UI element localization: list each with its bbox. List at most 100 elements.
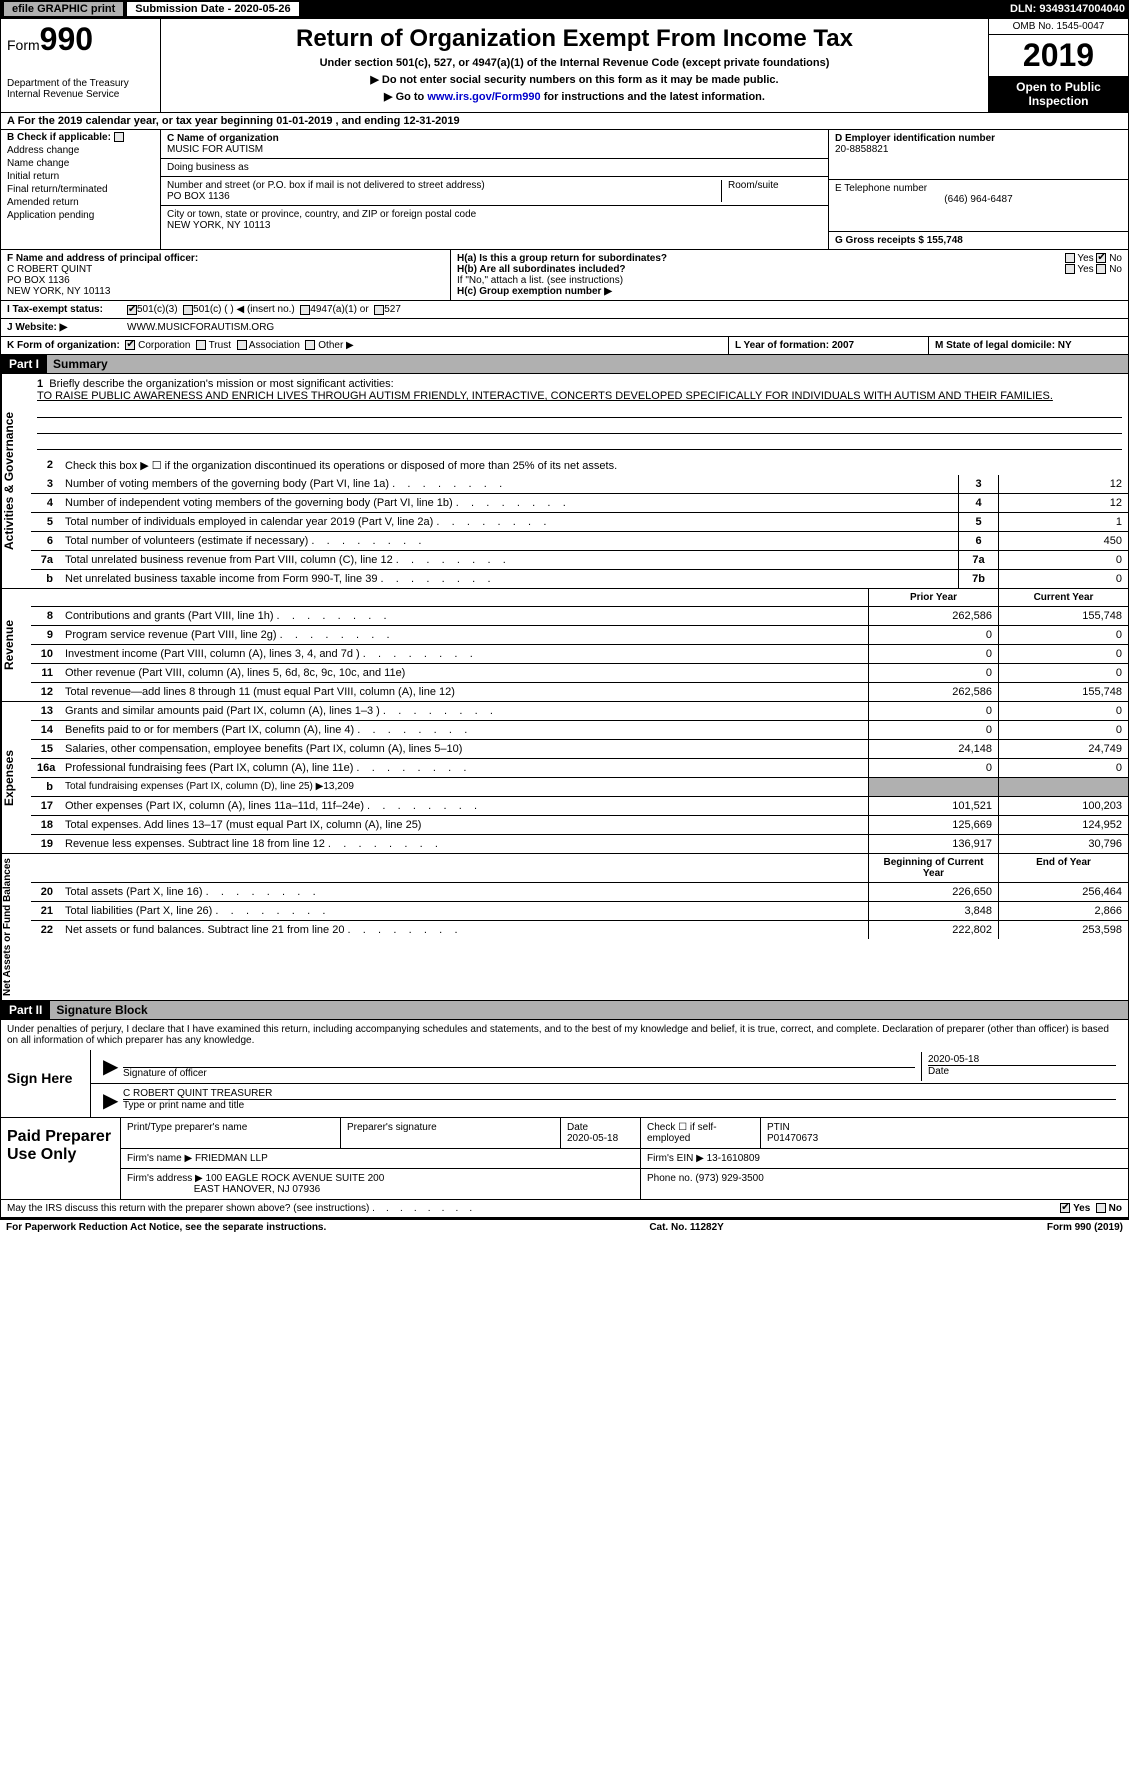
activities-governance: Activities & Governance 1 Briefly descri… xyxy=(0,374,1129,589)
officer-name-title: C ROBERT QUINT TREASURER xyxy=(123,1088,1116,1100)
preparer-right: Print/Type preparer's name Preparer's si… xyxy=(121,1118,1128,1199)
firm-addr: 100 EAGLE ROCK AVENUE SUITE 200 xyxy=(206,1173,385,1184)
form-title: Return of Organization Exempt From Incom… xyxy=(167,25,982,53)
val-5: 1 xyxy=(998,513,1128,531)
irs-link[interactable]: www.irs.gov/Form990 xyxy=(427,91,540,103)
final-return: Final return/terminated xyxy=(7,184,154,195)
addr-cell: Number and street (or P.O. box if mail i… xyxy=(161,177,828,206)
expenses-tab: Expenses xyxy=(1,702,31,853)
signature-block: Under penalties of perjury, I declare th… xyxy=(0,1020,1129,1118)
phone-cell: E Telephone number (646) 964-6487 xyxy=(829,180,1128,232)
checkbox[interactable] xyxy=(1096,264,1106,274)
part2-header: Part II Signature Block xyxy=(0,1001,1129,1020)
firm-phone: (973) 929-3500 xyxy=(695,1173,763,1184)
subtitle-3: ▶ Go to www.irs.gov/Form990 for instruct… xyxy=(167,90,982,103)
perjury-declaration: Under penalties of perjury, I declare th… xyxy=(1,1020,1128,1050)
officer-info: F Name and address of principal officer:… xyxy=(1,250,451,300)
h-questions: H(a) Is this a group return for subordin… xyxy=(451,250,1128,300)
part2-label: Part II xyxy=(1,1001,50,1019)
submission-date: Submission Date - 2020-05-26 xyxy=(127,2,298,16)
checkbox-corp[interactable] xyxy=(125,340,135,350)
gross-receipts: G Gross receipts $ 155,748 xyxy=(829,232,1128,249)
row-klm: K Form of organization: Corporation Trus… xyxy=(0,337,1129,355)
form-number: Form990 xyxy=(7,21,154,58)
checkbox-checked[interactable] xyxy=(1096,253,1106,263)
b-title: B Check if applicable: xyxy=(7,132,154,143)
column-b: B Check if applicable: Address change Na… xyxy=(1,130,161,249)
arrow-icon: ▶ xyxy=(97,1086,117,1115)
dba-cell: Doing business as xyxy=(161,159,828,177)
omb-number: OMB No. 1545-0047 xyxy=(989,19,1128,35)
l-year-formation: L Year of formation: 2007 xyxy=(728,337,928,354)
expenses-section: Expenses 13Grants and similar amounts pa… xyxy=(0,702,1129,854)
arrow-icon: ▶ xyxy=(97,1052,117,1081)
checkbox[interactable] xyxy=(237,340,247,350)
city-cell: City or town, state or province, country… xyxy=(161,206,828,234)
section-bcde: B Check if applicable: Address change Na… xyxy=(0,130,1129,250)
part1-title: Summary xyxy=(47,355,1128,373)
header-right: OMB No. 1545-0047 2019 Open to Public In… xyxy=(988,19,1128,112)
revenue-body: Prior YearCurrent Year 8Contributions an… xyxy=(31,589,1128,701)
h-b: H(b) Are all subordinates included? Yes … xyxy=(457,264,1122,275)
checkbox[interactable] xyxy=(183,305,193,315)
street-address: PO BOX 1136 xyxy=(167,191,721,202)
section-fh: F Name and address of principal officer:… xyxy=(0,250,1129,301)
checkbox-501c3[interactable] xyxy=(127,305,137,315)
row-a-year: A For the 2019 calendar year, or tax yea… xyxy=(0,113,1129,130)
sign-right: ▶ Signature of officer 2020-05-18 Date ▶… xyxy=(91,1050,1128,1117)
room-suite: Room/suite xyxy=(722,180,822,202)
may-irs-discuss: May the IRS discuss this return with the… xyxy=(0,1200,1129,1218)
cat-no: Cat. No. 11282Y xyxy=(649,1222,723,1233)
summary-body: 1 Briefly describe the organization's mi… xyxy=(31,374,1128,588)
checkbox[interactable] xyxy=(114,132,124,142)
h-a: H(a) Is this a group return for subordin… xyxy=(457,253,1122,264)
column-de: D Employer identification number 20-8858… xyxy=(828,130,1128,249)
efile-label: efile GRAPHIC print xyxy=(4,2,123,16)
checkbox-yes[interactable] xyxy=(1060,1203,1070,1213)
subtitle-1: Under section 501(c), 527, or 4947(a)(1)… xyxy=(167,57,982,69)
checkbox[interactable] xyxy=(374,305,384,315)
h-c: H(c) Group exemption number ▶ xyxy=(457,286,1122,297)
checkbox-no[interactable] xyxy=(1096,1203,1106,1213)
revenue-section: Revenue Prior YearCurrent Year 8Contribu… xyxy=(0,589,1129,702)
column-c: C Name of organization MUSIC FOR AUTISM … xyxy=(161,130,828,249)
sign-here-label: Sign Here xyxy=(1,1050,91,1117)
checkbox[interactable] xyxy=(300,305,310,315)
checkbox[interactable] xyxy=(305,340,315,350)
part1-label: Part I xyxy=(1,355,47,373)
val-7b: 0 xyxy=(998,570,1128,588)
ein: 20-8858821 xyxy=(835,144,1122,155)
subtitle-2: ▶ Do not enter social security numbers o… xyxy=(167,73,982,86)
activities-tab: Activities & Governance xyxy=(1,374,31,588)
row-i: I Tax-exempt status: 501(c)(3) 501(c) ( … xyxy=(0,301,1129,319)
h-b-note: If "No," attach a list. (see instruction… xyxy=(457,275,1122,286)
expenses-body: 13Grants and similar amounts paid (Part … xyxy=(31,702,1128,853)
officer-name: C ROBERT QUINT xyxy=(7,264,92,275)
m-state: M State of legal domicile: NY xyxy=(928,337,1128,354)
ein-cell: D Employer identification number 20-8858… xyxy=(829,130,1128,180)
part1-header: Part I Summary xyxy=(0,355,1129,374)
org-name-cell: C Name of organization MUSIC FOR AUTISM xyxy=(161,130,828,159)
row-j: J Website: ▶ WWW.MUSICFORAUTISM.ORG xyxy=(0,319,1129,337)
top-bar: efile GRAPHIC print Submission Date - 20… xyxy=(0,0,1129,18)
revenue-tab: Revenue xyxy=(1,589,31,701)
header-left: Form990 Department of the Treasury Inter… xyxy=(1,19,161,112)
city-state-zip: NEW YORK, NY 10113 xyxy=(167,220,822,231)
blank-line xyxy=(37,436,1122,450)
val-4: 12 xyxy=(998,494,1128,512)
form-header: Form990 Department of the Treasury Inter… xyxy=(0,18,1129,113)
app-pending: Application pending xyxy=(7,210,154,221)
k-form-org: K Form of organization: Corporation Trus… xyxy=(1,337,728,354)
checkbox[interactable] xyxy=(196,340,206,350)
netassets-body: Beginning of Current YearEnd of Year 20T… xyxy=(31,854,1128,1000)
val-7a: 0 xyxy=(998,551,1128,569)
checkbox[interactable] xyxy=(1065,264,1075,274)
initial-return: Initial return xyxy=(7,171,154,182)
blank-line xyxy=(37,420,1122,434)
open-to-public: Open to Public Inspection xyxy=(989,76,1128,112)
org-name: MUSIC FOR AUTISM xyxy=(167,144,822,155)
firm-ein: 13-1610809 xyxy=(707,1153,760,1164)
checkbox[interactable] xyxy=(1065,253,1075,263)
paid-preparer-block: Paid Preparer Use Only Print/Type prepar… xyxy=(0,1118,1129,1200)
part2-title: Signature Block xyxy=(50,1001,1128,1019)
